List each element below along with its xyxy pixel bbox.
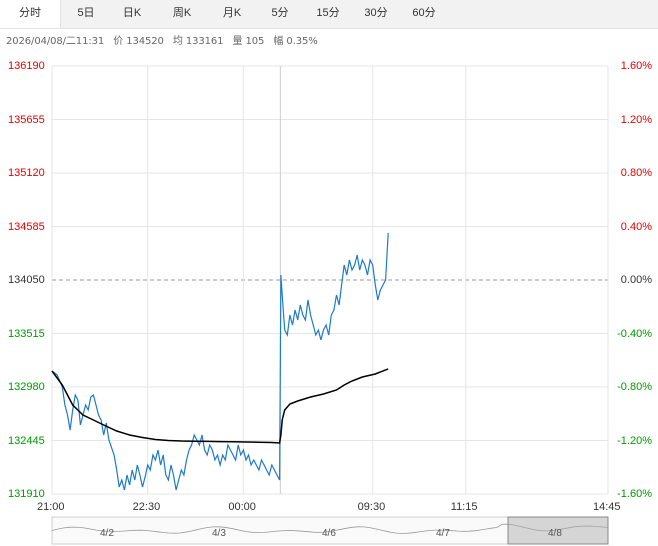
y-tick-price: 132445 (8, 434, 45, 447)
tab-daily-k[interactable]: 日K (122, 7, 142, 19)
y-tick-price: 135655 (8, 113, 45, 126)
y-tick-percent: 0.40% (620, 220, 652, 233)
tab-5day[interactable]: 5日 (77, 7, 95, 19)
tab-intraday[interactable]: 分时 (0, 0, 61, 28)
tab-monthly-k[interactable]: 月K (222, 7, 242, 19)
tab-weekly-k[interactable]: 周K (172, 7, 192, 19)
y-tick-price: 132980 (8, 381, 45, 393)
info-change: 幅 0.35% (273, 36, 318, 47)
navigator-date-label: 4/6 (322, 528, 336, 539)
tab-5min[interactable]: 5分 (271, 7, 289, 19)
y-tick-price: 134050 (8, 274, 45, 286)
x-tick-label: 11:15 (450, 501, 478, 513)
y-tick-percent: 1.60% (620, 60, 652, 72)
y-tick-price: 135120 (8, 167, 45, 179)
info-datetime: 2026/04/08/二11:31 (6, 36, 105, 47)
y-tick-price: 136190 (8, 60, 45, 72)
x-tick-label: 14:45 (593, 501, 621, 513)
tab-30min[interactable]: 30分 (364, 7, 388, 19)
x-tick-label: 09:30 (357, 501, 386, 513)
y-tick-percent: 1.20% (620, 113, 652, 126)
x-tick-label: 00:00 (228, 501, 256, 513)
y-tick-percent: 0.00% (620, 274, 652, 286)
y-tick-price: 134585 (8, 220, 45, 233)
navigator-date-label: 4/2 (100, 528, 114, 539)
quote-info-line: 2026/04/08/二11:31 价 134520 均 133161 量 10… (6, 32, 324, 47)
x-tick-label: 21:00 (37, 501, 65, 513)
y-tick-percent: -1.20% (617, 434, 652, 447)
y-tick-percent: -1.60% (617, 488, 652, 500)
tab-60min[interactable]: 60分 (412, 7, 436, 19)
y-tick-percent: -0.40% (617, 327, 652, 340)
y-tick-percent: -0.80% (617, 381, 652, 393)
x-tick-label: 22:30 (132, 501, 161, 513)
period-tab-bar: 分时 5日 日K 周K 月K 5分 15分 30分 60分 (0, 0, 658, 29)
price-line (51, 232, 389, 491)
tab-15min[interactable]: 15分 (316, 7, 340, 19)
info-volume: 量 105 (232, 36, 265, 47)
navigator-date-label: 4/8 (548, 528, 562, 539)
y-tick-price: 131910 (8, 488, 45, 500)
info-price: 价 134520 (113, 36, 164, 47)
average-line (51, 368, 389, 444)
navigator-date-label: 4/3 (212, 528, 226, 539)
y-tick-percent: 0.80% (620, 167, 652, 179)
info-average: 均 133161 (172, 36, 224, 47)
navigator-date-label: 4/7 (436, 528, 450, 539)
navigator-selection (507, 516, 609, 545)
y-tick-price: 133515 (8, 327, 45, 340)
